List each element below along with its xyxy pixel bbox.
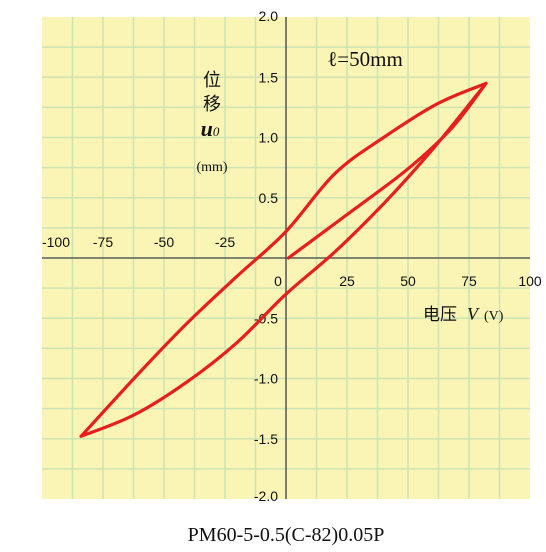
axes [42,17,530,499]
y-tick-label: 1.5 [259,69,279,85]
x-tick-label: 75 [461,273,477,289]
x-label-text: 电压 [423,305,457,325]
chart-title: ℓ=50mm [327,47,403,71]
y-label-char-2: 移 [203,94,221,115]
x-label-symbol: V [467,304,480,324]
x-axis-label: 电压 V (V) [423,304,504,325]
y-tick-label: -2.0 [254,488,278,504]
x-tick-label: 100 [518,273,542,289]
x-tick-label: -100 [42,234,70,250]
y-tick-label: -1.5 [254,431,278,447]
y-label-u: u [201,116,213,141]
y-tick-label: 1.0 [259,130,279,146]
y-label-subscript: 0 [213,124,220,139]
y-tick-label: -1.0 [254,371,278,387]
hysteresis-curve [79,81,488,438]
y-label-char-1: 位 [203,70,221,91]
x-label-unit: (V) [484,309,504,324]
y-tick-labels: 2.01.51.00.5-0.5-1.0-1.5-2.0 [254,8,278,504]
x-tick-label: 25 [339,273,355,289]
y-tick-label: 0.5 [259,190,279,206]
x-tick-label: -25 [215,234,235,250]
y-tick-label: 2.0 [259,8,279,24]
x-tick-labels: -100 -75 -50 -25 0 25 50 75 100 [42,234,542,289]
chart-caption: PM60-5-0.5(C-82)0.05P [188,524,385,546]
y-label-unit: (mm) [196,160,227,175]
x-tick-label: 0 [274,273,282,289]
y-label-symbol: u0 [201,116,220,141]
x-tick-label: -75 [93,234,113,250]
x-tick-label: -50 [154,234,174,250]
x-tick-label: 50 [400,273,416,289]
